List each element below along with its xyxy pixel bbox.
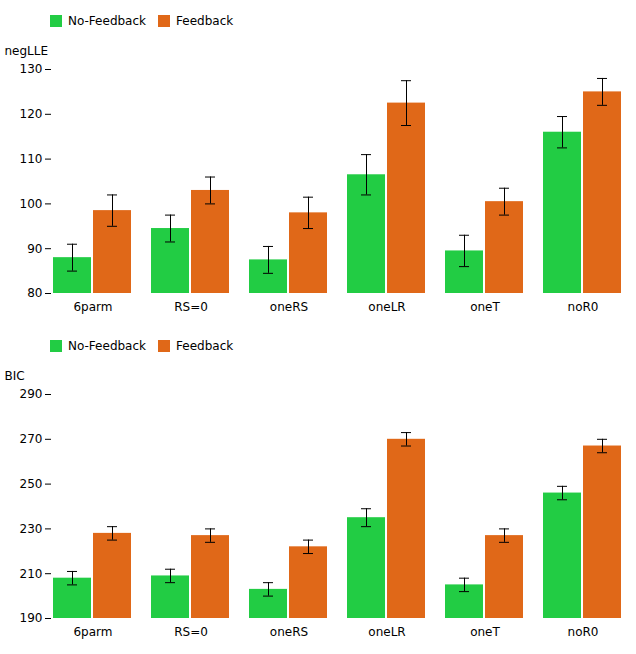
svg-text:RS=0: RS=0 <box>174 625 208 639</box>
svg-text:6parm: 6parm <box>73 300 112 314</box>
svg-text:90: 90 <box>27 242 42 256</box>
svg-text:BIC: BIC <box>5 369 25 383</box>
svg-text:6parm: 6parm <box>73 625 112 639</box>
svg-text:210: 210 <box>20 567 43 581</box>
html-text:No-Feedback: No-Feedback <box>68 338 146 353</box>
svg-text:oneRS: oneRS <box>270 625 308 639</box>
svg-text:290: 290 <box>20 387 43 401</box>
svg-text:120: 120 <box>20 107 43 121</box>
svg-text:oneLR: oneLR <box>368 625 405 639</box>
svg-text:80: 80 <box>27 286 42 300</box>
svg-text:oneT: oneT <box>470 300 500 314</box>
svg-text:110: 110 <box>20 152 43 166</box>
html-text:No-Feedback: No-Feedback <box>68 13 146 28</box>
svg-text:100: 100 <box>20 197 43 211</box>
svg-text:noR0: noR0 <box>568 625 599 639</box>
svg-text:RS=0: RS=0 <box>174 300 208 314</box>
svg-text:oneT: oneT <box>470 625 500 639</box>
svg-text:negLLE: negLLE <box>5 44 49 58</box>
html-text:Feedback: Feedback <box>176 13 234 28</box>
svg-text:230: 230 <box>20 522 43 536</box>
svg-text:270: 270 <box>20 432 43 446</box>
svg-text:oneLR: oneLR <box>368 300 405 314</box>
svg-text:250: 250 <box>20 477 43 491</box>
html-text:Feedback: Feedback <box>176 338 234 353</box>
svg-text:oneRS: oneRS <box>270 300 308 314</box>
svg-text:noR0: noR0 <box>568 300 599 314</box>
svg-text:190: 190 <box>20 611 43 625</box>
svg-text:130: 130 <box>20 62 43 76</box>
